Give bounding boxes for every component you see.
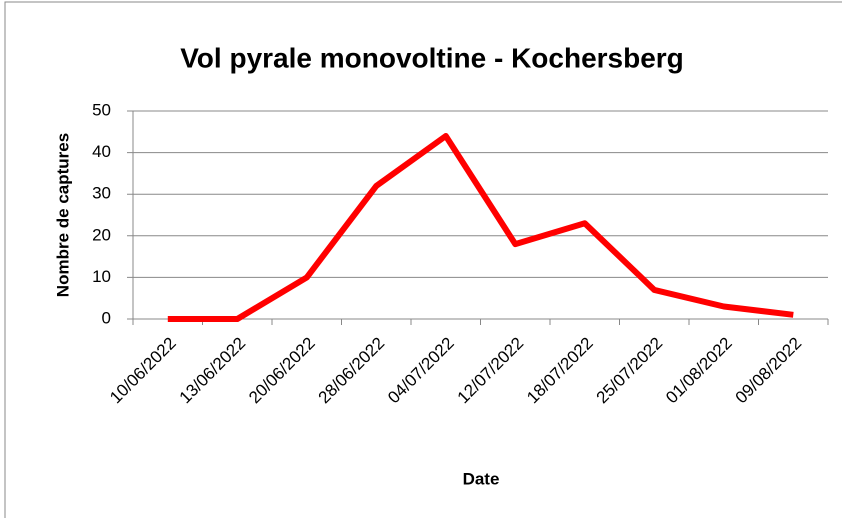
x-tick-label: 01/08/2022 [662,334,736,408]
y-tick-label: 30 [92,184,111,203]
y-tick-label: 10 [92,267,111,286]
x-tick-label: 09/08/2022 [732,334,806,408]
chart-frame [4,1,842,518]
x-tick-label: 12/07/2022 [454,334,528,408]
x-tick-label: 20/06/2022 [245,334,319,408]
x-tick-label: 13/06/2022 [176,334,250,408]
x-tick-label: 04/07/2022 [384,334,458,408]
y-tick-label: 40 [92,142,111,161]
data-line [167,133,794,322]
x-tick-label: 28/06/2022 [315,334,389,408]
x-tick-label: 10/06/2022 [106,334,180,408]
y-tick-label: 50 [92,100,111,119]
y-tick-label: 0 [102,308,111,327]
x-tick-label: 25/07/2022 [593,334,667,408]
y-tick-label: 20 [92,225,111,244]
x-axis-label: Date [463,469,500,488]
y-axis-label: Nombre de captures [53,133,72,297]
x-tick-label: 18/07/2022 [523,334,597,408]
chart-title: Vol pyrale monovoltine - Kochersberg [180,42,684,73]
